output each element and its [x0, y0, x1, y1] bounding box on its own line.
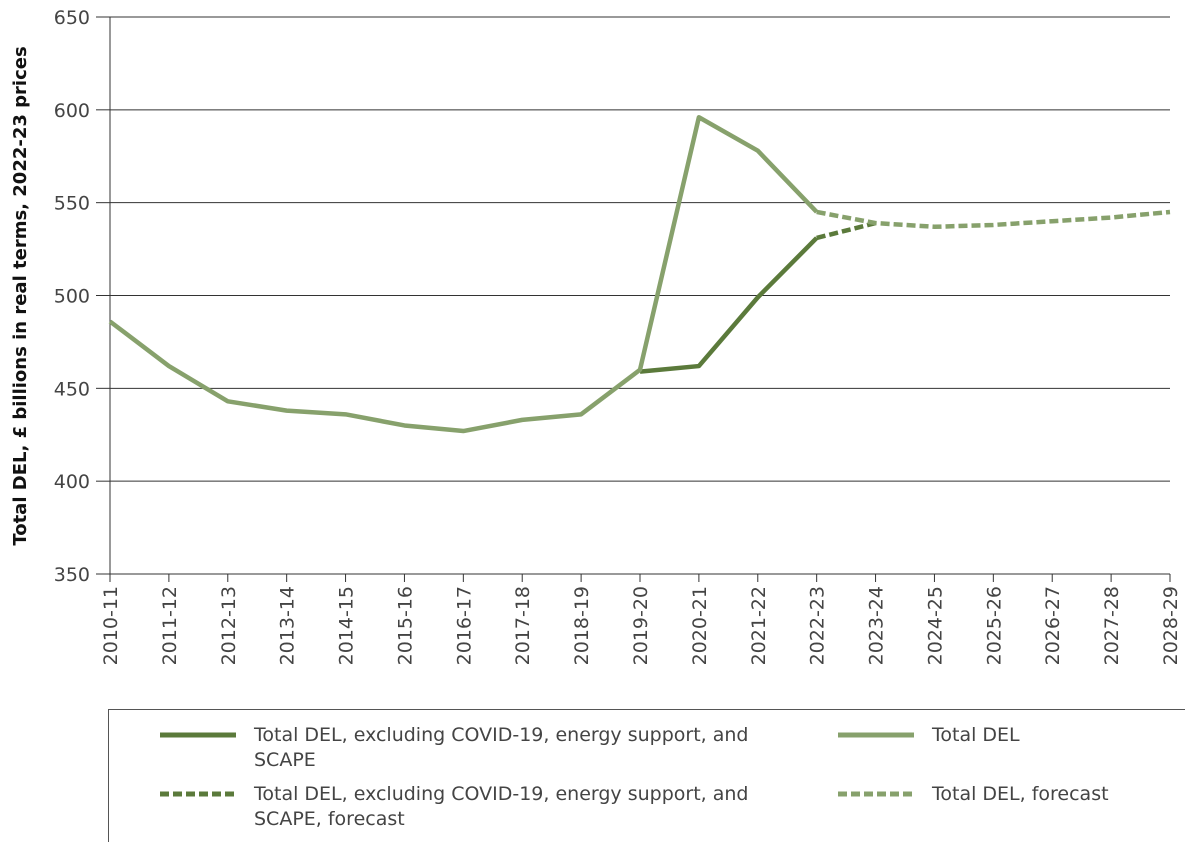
- y-tick-label: 600: [54, 100, 90, 122]
- y-tick-label: 350: [54, 564, 90, 586]
- x-tick-label: 2013-14: [277, 586, 299, 665]
- legend: Total DEL, excluding COVID-19, energy su…: [108, 709, 1185, 842]
- legend-entry: Total DEL, forecast: [838, 782, 1185, 807]
- legend-entry: Total DEL, excluding COVID-19, energy su…: [160, 723, 754, 773]
- series-line: [816, 220, 877, 241]
- y-axis-label: Total DEL, £ billions in real terms, 202…: [10, 46, 31, 545]
- y-tick-label: 400: [54, 471, 90, 493]
- x-tick-label: 2011-12: [159, 586, 181, 665]
- x-tick-label: 2019-20: [630, 586, 652, 665]
- y-tick-label: 500: [54, 286, 90, 308]
- legend-label: Total DEL: [932, 724, 1020, 746]
- y-tick-label: 650: [54, 7, 90, 29]
- x-tick-label: 2014-15: [336, 586, 358, 665]
- legend-swatch: [838, 732, 914, 738]
- x-tick-label: 2027-28: [1101, 586, 1123, 665]
- legend-swatch: [160, 791, 236, 797]
- x-tick-label: 2021-22: [748, 586, 770, 665]
- x-tick-label: 2015-16: [394, 586, 416, 665]
- legend-label: Total DEL, forecast: [932, 783, 1109, 805]
- legend-swatch: [838, 791, 914, 797]
- x-tick-label: 2025-26: [983, 586, 1005, 665]
- x-tick-label: 2026-27: [1042, 586, 1064, 665]
- x-tick-label: 2020-21: [689, 586, 711, 665]
- x-tick-label: 2018-19: [571, 586, 593, 665]
- x-tick-label: 2017-18: [512, 586, 534, 665]
- series-line: [639, 236, 819, 374]
- series-line: [816, 209, 1171, 230]
- legend-label: Total DEL, excluding COVID-19, energy su…: [254, 783, 749, 830]
- legend-label: Total DEL, excluding COVID-19, energy su…: [254, 724, 749, 771]
- chart: Total DEL, £ billions in real terms, 202…: [10, 7, 1182, 665]
- x-tick-label: 2022-23: [807, 586, 829, 665]
- legend-swatch: [160, 732, 236, 738]
- x-tick-label: 2012-13: [218, 586, 240, 665]
- y-tick-label: 450: [54, 378, 90, 400]
- legend-entry: Total DEL: [838, 723, 1185, 748]
- series-line: [108, 115, 819, 434]
- x-tick-label: 2016-17: [453, 586, 475, 665]
- x-tick-label: 2024-25: [924, 586, 946, 665]
- x-tick-label: 2023-24: [866, 586, 888, 665]
- y-tick-label: 550: [54, 193, 90, 215]
- x-tick-label: 2010-11: [100, 586, 122, 665]
- legend-entry: Total DEL, excluding COVID-19, energy su…: [160, 782, 754, 832]
- x-tick-label: 2028-29: [1160, 586, 1182, 665]
